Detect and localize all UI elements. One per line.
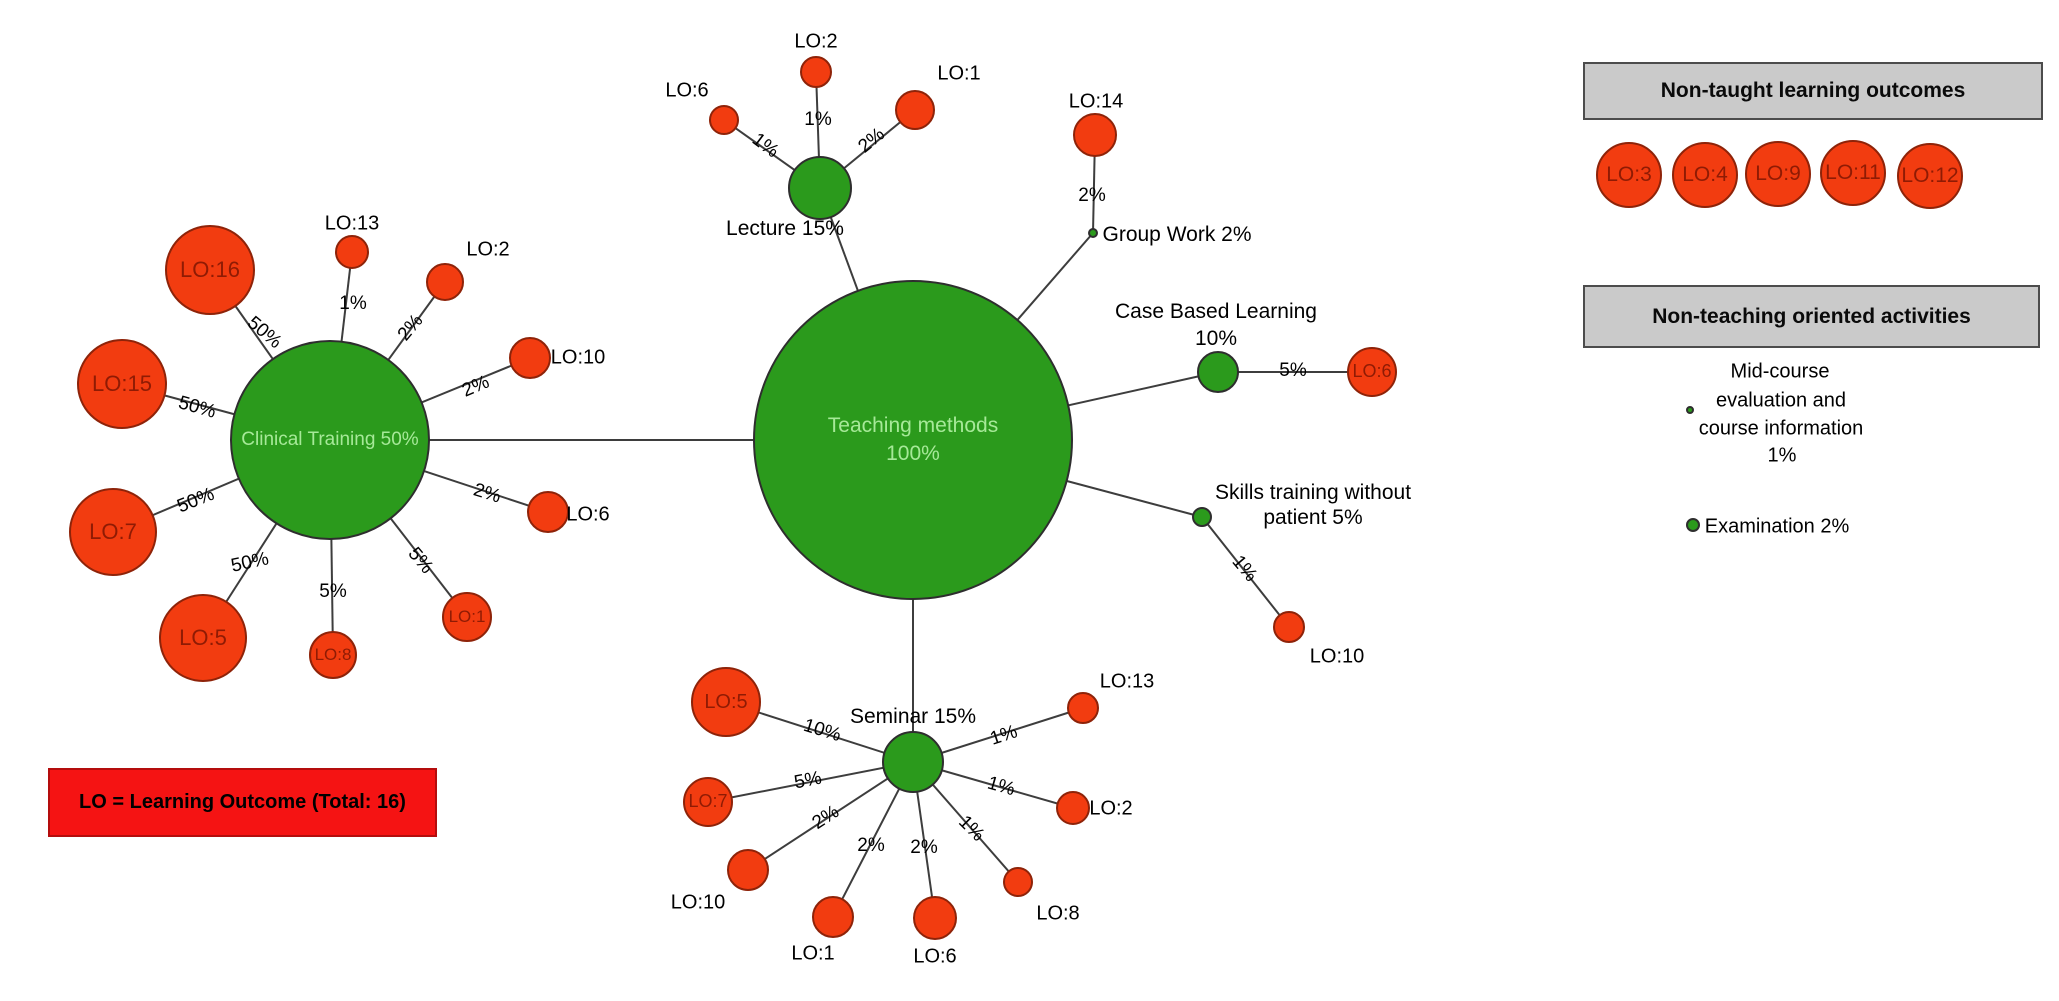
non-taught-outcomes-title: Non-taught learning outcomes <box>1660 79 1966 102</box>
node-clinical-lo6 <box>527 491 569 533</box>
text-label: Examination 2% <box>1704 515 1850 538</box>
legend-text: LO = Learning Outcome (Total: 16) <box>79 791 406 813</box>
node-nontaught-lo4: LO:4 <box>1672 142 1738 208</box>
edge-percent-label: 1% <box>339 293 367 314</box>
node-clinical-lo8: LO:8 <box>309 631 357 679</box>
text-label: 10% <box>1194 327 1238 350</box>
text-label: Seminar 15% <box>849 705 977 728</box>
node-lecture-lo6 <box>709 105 739 135</box>
text-label: LO:13 <box>324 212 380 235</box>
node-clinical-lo7: LO:7 <box>69 488 157 576</box>
node-group-work <box>1088 228 1098 238</box>
text-label: Lecture 15% <box>726 217 844 240</box>
text-label: patient 5% <box>1263 506 1363 529</box>
node-nontaught-lo9: LO:9 <box>1745 141 1811 207</box>
text-label: course information <box>1698 417 1864 440</box>
node-clinical-lo13 <box>335 235 369 269</box>
text-label: LO:2 <box>466 238 510 261</box>
node-cbl-lo6: LO:6 <box>1347 347 1397 397</box>
text-label: Case Based Learning <box>1115 300 1317 323</box>
node-seminar-lo7: LO:7 <box>683 777 733 827</box>
text-label: LO:6 <box>665 79 709 102</box>
text-label: LO:10 <box>670 891 726 914</box>
text-label: 1% <box>1767 444 1797 467</box>
text-label: LO:10 <box>550 346 606 369</box>
node-clinical-lo5: LO:5 <box>159 594 247 682</box>
text-label: LO:13 <box>1099 670 1155 693</box>
node-case-based-learning <box>1197 351 1239 393</box>
node-lecture <box>788 156 852 220</box>
node-clinical-lo16: LO:16 <box>165 225 255 315</box>
node-seminar-lo6 <box>913 896 957 940</box>
non-teaching-activities-title: Non-teaching oriented activities <box>1652 304 1971 328</box>
non-teaching-activities-header: Non-teaching oriented activities <box>1583 285 2040 348</box>
edge-percent-label: 5% <box>1279 360 1307 381</box>
edge-percent-label: 2% <box>1078 185 1106 206</box>
node-seminar-lo5: LO:5 <box>691 667 761 737</box>
text-label: LO:2 <box>1089 797 1133 820</box>
text-label: Mid-course <box>1730 360 1830 383</box>
edge-percent-label: 5% <box>319 581 347 602</box>
edge-line <box>747 761 914 871</box>
text-label: LO:6 <box>913 945 957 968</box>
node-seminar-lo13 <box>1067 692 1099 724</box>
node-lecture-lo1 <box>895 90 935 130</box>
node-clinical-lo2 <box>426 263 464 301</box>
node-groupwork-lo14 <box>1073 113 1117 157</box>
text-label: LO:1 <box>937 62 981 85</box>
text-label: Skills training without <box>1214 481 1412 504</box>
node-examination-dot <box>1686 518 1700 532</box>
node-seminar-lo10 <box>727 849 769 891</box>
node-teaching-methods: Teaching methods 100% <box>753 280 1073 600</box>
edge-percent-label: 2% <box>857 835 885 856</box>
edge-percent-label: 1% <box>804 109 832 130</box>
text-label: LO:1 <box>791 942 835 965</box>
text-label: LO:8 <box>1036 902 1080 925</box>
text-label: LO:14 <box>1068 90 1124 113</box>
node-seminar-lo8 <box>1003 867 1033 897</box>
edge-line <box>707 761 914 803</box>
node-seminar <box>882 731 944 793</box>
node-clinical-lo15: LO:15 <box>77 339 167 429</box>
node-seminar-lo2 <box>1056 791 1090 825</box>
text-label: LO:6 <box>566 503 610 526</box>
node-nontaught-lo12: LO:12 <box>1897 143 1963 209</box>
node-skills-lo10 <box>1273 611 1305 643</box>
legend-box: LO = Learning Outcome (Total: 16) <box>48 768 437 837</box>
edge-percent-label: 2% <box>910 837 938 858</box>
node-clinical-training: Clinical Training 50% <box>230 340 430 540</box>
text-label: LO:2 <box>794 30 838 53</box>
node-clinical-lo1: LO:1 <box>442 592 492 642</box>
node-clinical-lo10 <box>509 337 551 379</box>
node-skills-training <box>1192 507 1212 527</box>
node-lecture-lo2 <box>800 56 832 88</box>
text-label: Group Work 2% <box>1102 223 1252 246</box>
node-seminar-lo1 <box>812 896 854 938</box>
node-nontaught-lo11: LO:11 <box>1820 140 1886 206</box>
text-label: LO:10 <box>1309 645 1365 668</box>
node-nontaught-lo3: LO:3 <box>1596 142 1662 208</box>
text-label: evaluation and <box>1715 389 1847 412</box>
non-taught-outcomes-header: Non-taught learning outcomes <box>1583 62 2043 120</box>
edge-line <box>1201 516 1290 628</box>
node-midcourse-dot <box>1686 406 1694 414</box>
